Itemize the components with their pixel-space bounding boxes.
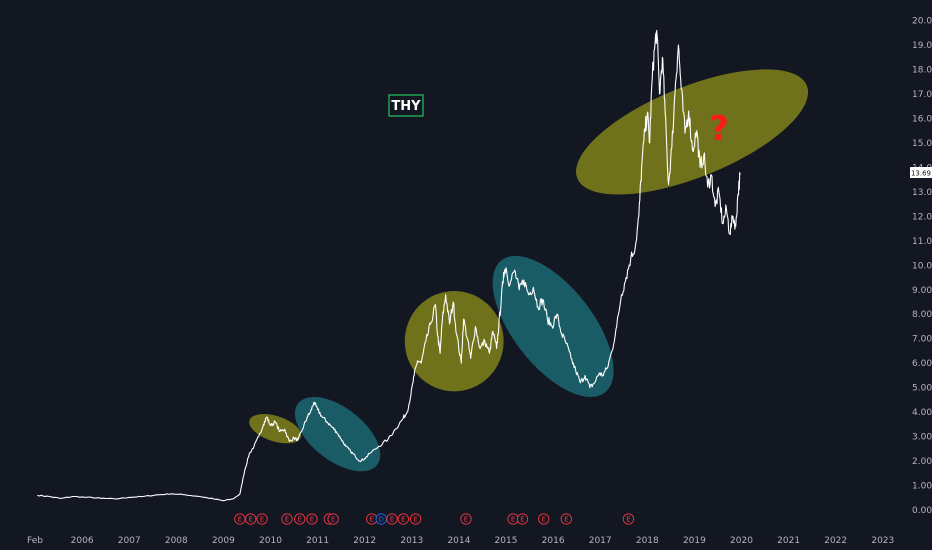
question-mark-annotation: ?	[709, 109, 729, 149]
y-tick-label: 16.00	[912, 115, 932, 125]
marker-label: E	[520, 516, 524, 524]
y-tick-label: 11.00	[912, 237, 932, 247]
earnings-markers: EEEEEEEEEDEEEEEEEEE	[234, 513, 635, 525]
price-series	[37, 29, 741, 502]
y-tick-label: 3.00	[912, 433, 932, 443]
earnings-marker[interactable]: E	[460, 513, 472, 525]
last-price-tag: 13.69	[910, 167, 932, 178]
y-tick-label: 2.00	[912, 457, 932, 467]
y-tick-label: 19.00	[912, 41, 932, 51]
marker-label: E	[370, 516, 374, 524]
x-tick-label: 2017	[589, 536, 612, 546]
earnings-marker[interactable]: E	[560, 513, 572, 525]
marker-label: E	[511, 516, 515, 524]
earnings-marker[interactable]: E	[327, 513, 339, 525]
highlight-ellipses	[249, 69, 809, 472]
earnings-marker[interactable]: E	[245, 513, 257, 525]
marker-label: E	[248, 516, 252, 524]
y-tick-label: 8.00	[912, 310, 932, 320]
x-tick-label: 2007	[118, 536, 141, 546]
highlight-ellipse-olive	[576, 69, 809, 195]
earnings-marker[interactable]: E	[516, 513, 529, 525]
earnings-marker[interactable]: E	[538, 513, 550, 525]
x-tick-label: 2006	[71, 536, 94, 546]
earnings-marker[interactable]: E	[306, 513, 318, 525]
marker-label: E	[464, 516, 468, 524]
x-tick-label: Feb	[27, 536, 43, 546]
highlight-ellipse-olive	[249, 413, 302, 444]
y-tick-label: 4.00	[912, 408, 932, 418]
highlight-ellipse-olive	[404, 290, 504, 392]
x-tick-label: 2008	[165, 536, 188, 546]
marker-label: E	[401, 516, 405, 524]
y-tick-label: 10.00	[912, 261, 932, 271]
x-tick-label: 2015	[495, 536, 518, 546]
earnings-marker[interactable]: E	[366, 513, 378, 525]
y-tick-label: 6.00	[912, 359, 932, 369]
y-axis[interactable]: 0.00 1.00 2.00 3.00 4.00 5.00 6.00 7.00 8.00 9.00…	[912, 17, 932, 516]
price-line	[37, 29, 741, 502]
x-tick-label: 2020	[730, 536, 753, 546]
x-axis[interactable]: Feb 2006 2007 2008 2009 2010 2011 2012 2013 2014 2…	[27, 536, 894, 546]
earnings-marker[interactable]: E	[409, 513, 422, 525]
y-tick-label: 20.00	[912, 17, 932, 27]
ticker-label: THY	[391, 99, 421, 114]
y-tick-label: 7.00	[912, 335, 932, 345]
marker-label: E	[310, 516, 314, 524]
x-tick-label: 2018	[636, 536, 659, 546]
earnings-marker[interactable]: E	[622, 513, 635, 525]
y-tick-label: 9.00	[912, 286, 932, 296]
dividend-marker[interactable]: D	[375, 513, 387, 525]
y-tick-label: 18.00	[912, 66, 932, 76]
earnings-marker[interactable]: E	[256, 513, 268, 525]
marker-label: E	[626, 516, 630, 524]
earnings-marker[interactable]: E	[294, 513, 306, 525]
earnings-marker[interactable]: E	[281, 513, 293, 525]
x-tick-label: 2023	[871, 536, 894, 546]
marker-label: E	[285, 516, 289, 524]
y-tick-label: 13.00	[912, 188, 932, 198]
marker-label: E	[331, 516, 335, 524]
x-tick-label: 2022	[824, 536, 847, 546]
last-price-label: 13.69	[911, 170, 931, 178]
y-tick-label: 5.00	[912, 384, 932, 394]
earnings-marker[interactable]: E	[507, 513, 519, 525]
earnings-marker[interactable]: E	[386, 513, 398, 525]
x-tick-label: 2009	[212, 536, 235, 546]
x-tick-label: 2021	[777, 536, 800, 546]
earnings-marker[interactable]: E	[397, 513, 409, 525]
x-tick-label: 2019	[683, 536, 706, 546]
marker-label: E	[390, 516, 394, 524]
y-tick-label: 12.00	[912, 212, 932, 222]
x-tick-label: 2013	[400, 536, 423, 546]
x-tick-label: 2012	[353, 536, 376, 546]
x-tick-label: 2014	[447, 536, 470, 546]
marker-label: E	[564, 516, 568, 524]
y-tick-label: 17.00	[912, 90, 932, 100]
earnings-marker[interactable]: E	[234, 513, 246, 525]
ticker-label-box: THY	[388, 94, 424, 117]
marker-label: E	[541, 516, 545, 524]
marker-label: D	[378, 516, 383, 524]
y-tick-label: 0.00	[912, 506, 932, 516]
marker-label: E	[413, 516, 417, 524]
marker-label: E	[260, 516, 264, 524]
y-tick-label: 1.00	[912, 482, 932, 492]
marker-label: E	[297, 516, 301, 524]
marker-label: E	[238, 516, 242, 524]
x-tick-label: 2010	[259, 536, 282, 546]
x-tick-label: 2011	[306, 536, 329, 546]
x-tick-label: 2016	[542, 536, 565, 546]
y-tick-label: 15.00	[912, 139, 932, 149]
